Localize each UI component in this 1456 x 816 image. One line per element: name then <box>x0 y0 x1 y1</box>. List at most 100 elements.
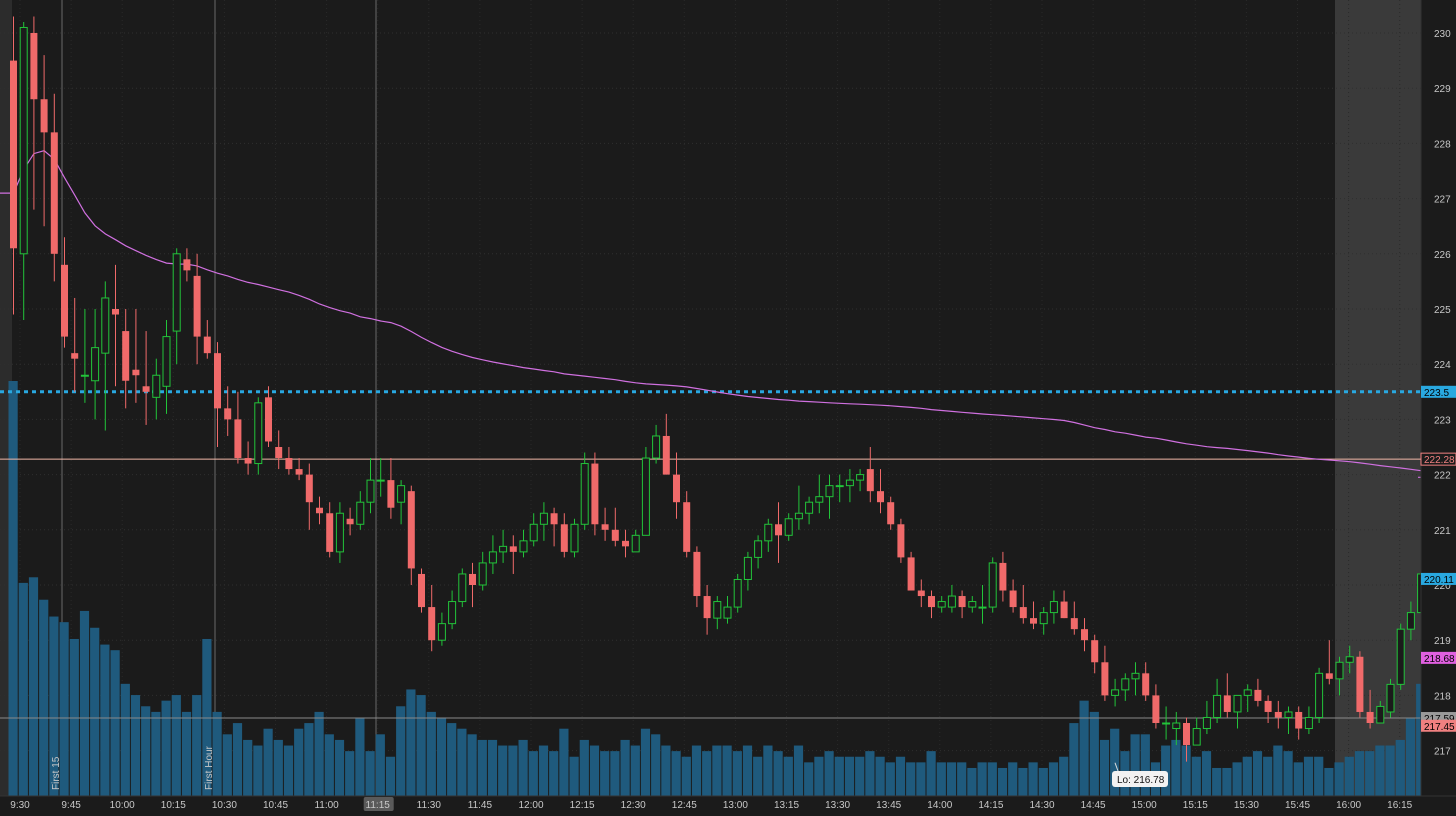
candle-body <box>376 479 385 482</box>
candle-body <box>601 524 609 530</box>
volume-bar <box>793 745 804 796</box>
volume-bar <box>151 711 161 796</box>
candle-body <box>265 397 272 442</box>
candle-body <box>214 353 221 409</box>
candle-body <box>418 573 425 608</box>
volume-bar <box>294 728 304 796</box>
time-tick-label: 13:45 <box>876 800 901 811</box>
volume-bar <box>600 751 610 796</box>
volume-bar <box>1344 756 1354 796</box>
volume-bar <box>1303 756 1314 796</box>
volume-bar <box>100 644 110 796</box>
volume-bar <box>467 734 477 796</box>
price-tick-label: 218 <box>1434 691 1451 702</box>
candle-body <box>1121 678 1130 691</box>
candle-body <box>1274 711 1282 718</box>
candle-body <box>805 501 814 514</box>
candle-body <box>1315 672 1324 718</box>
time-tick-label: 9:30 <box>10 800 30 811</box>
volume-bar <box>426 711 436 796</box>
volume-bar <box>49 616 59 796</box>
candle-body <box>316 507 323 514</box>
candle-body <box>631 534 640 553</box>
volume-bar <box>1405 717 1416 796</box>
candle-body <box>1030 618 1037 624</box>
candle-body <box>1223 695 1231 712</box>
candle-body <box>825 485 834 498</box>
volume-bar <box>324 734 334 796</box>
volume-bar <box>855 756 865 796</box>
candle-body <box>152 374 161 398</box>
volume-bar <box>243 739 253 796</box>
candle-body <box>539 512 548 525</box>
volume-bar <box>997 767 1008 796</box>
candle-body <box>1162 722 1171 725</box>
candle-body <box>775 524 782 536</box>
volume-bar <box>895 756 906 796</box>
volume-bar <box>671 751 681 796</box>
volume-bar <box>436 717 447 796</box>
candle-body <box>1304 716 1313 730</box>
volume-bar <box>1324 767 1334 796</box>
candle-body <box>101 297 110 354</box>
time-tick-label: 14:30 <box>1029 800 1054 811</box>
price-badge <box>1421 572 1456 585</box>
candle-body <box>887 502 895 525</box>
candle-body <box>622 540 629 547</box>
volume-bar <box>1365 751 1375 796</box>
volume-bar <box>753 756 763 796</box>
candle-body <box>1183 723 1190 746</box>
candle-body <box>1081 629 1088 641</box>
candle-body <box>1142 673 1150 696</box>
volume-bar <box>1201 751 1212 796</box>
volume-bar <box>691 745 702 796</box>
volume-bar <box>90 627 100 796</box>
volume-bar <box>722 745 732 796</box>
price-tick-label: 224 <box>1434 360 1451 371</box>
candle-body <box>683 502 691 552</box>
volume-bar <box>355 717 365 796</box>
volume-bar <box>406 689 416 796</box>
volume-bar <box>202 638 212 796</box>
volume-bar <box>630 745 640 796</box>
candle-body <box>458 573 467 603</box>
volume-bar <box>18 582 28 796</box>
vwap-line <box>0 150 1456 478</box>
volume-bar <box>814 756 824 796</box>
low-badge <box>1112 771 1168 787</box>
volume-bar <box>171 695 181 796</box>
candle-body <box>662 435 670 475</box>
price-badge-label: 222.28 <box>1424 455 1455 466</box>
candle-body <box>488 551 497 564</box>
volume-bar <box>1242 756 1252 796</box>
candle-body <box>733 578 742 608</box>
candle-body <box>611 529 619 541</box>
volume-bar <box>1140 734 1150 796</box>
volume-bar <box>712 745 722 796</box>
time-tick-label: 16:15 <box>1387 800 1412 811</box>
volume-bar <box>936 762 946 796</box>
candle-body <box>897 524 905 558</box>
volume-bar <box>1222 767 1232 796</box>
volume-bar <box>1252 751 1263 796</box>
candle-body <box>1264 700 1272 712</box>
candle-body <box>580 463 589 525</box>
session-marker-label: First Hour <box>204 745 215 790</box>
candle-body <box>1019 607 1027 619</box>
price-badge-label: 217.59 <box>1424 714 1455 725</box>
candle-body <box>866 469 874 492</box>
volume-bar <box>926 751 936 796</box>
volume-bar <box>385 756 396 796</box>
volume-bar <box>773 751 783 796</box>
volume-bar <box>477 739 487 796</box>
candle-body <box>917 590 925 597</box>
candle-body <box>784 518 793 536</box>
volume-bar <box>1395 739 1405 796</box>
price-tick-label: 227 <box>1434 195 1451 206</box>
candle-body <box>1091 640 1099 663</box>
candle-body <box>693 551 701 597</box>
time-tick-label: 9:45 <box>61 800 81 811</box>
candle-body <box>641 457 650 536</box>
